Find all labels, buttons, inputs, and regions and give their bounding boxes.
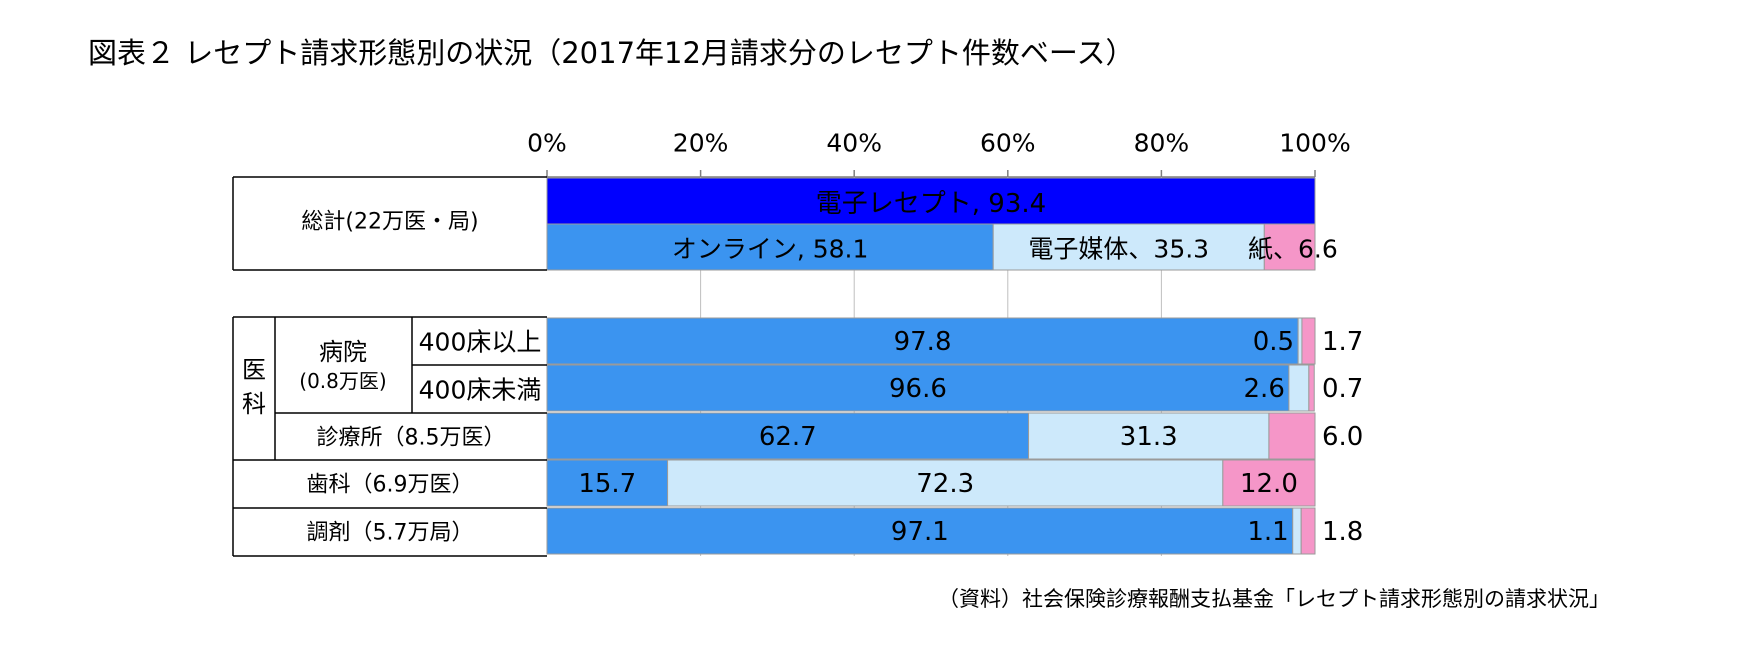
data-label: 12.0 — [1240, 469, 1298, 499]
bar-segment — [1268, 412, 1316, 460]
data-label: 紙、6.6 — [1248, 235, 1338, 264]
data-label: 15.7 — [578, 469, 636, 499]
data-label: 62.7 — [759, 422, 817, 452]
row-label: 総計(22万医・局) — [301, 210, 478, 235]
bar-segment — [546, 177, 1316, 225]
data-label: 電子媒体、35.3 — [1028, 235, 1209, 264]
chart-title: 図表２ レセプト請求形態別の状況（2017年12月請求分のレセプト件数ベース） — [88, 36, 1135, 70]
bar-segment — [1222, 459, 1316, 507]
data-label: オンライン, 58.1 — [672, 235, 869, 264]
bar-segment — [992, 223, 1265, 271]
x-tick-label: 60% — [980, 129, 1036, 158]
data-label: 31.3 — [1120, 422, 1178, 452]
x-tick-label: 20% — [673, 129, 729, 158]
x-tick-label: 100% — [1279, 129, 1350, 158]
data-label: 1.8 — [1322, 517, 1363, 547]
data-label: 0.7 — [1322, 374, 1363, 404]
row-label: 400床未満 — [419, 376, 542, 405]
sub-label: (0.8万医) — [299, 369, 386, 393]
x-tick-label: 80% — [1134, 129, 1190, 158]
data-label: 6.0 — [1322, 422, 1363, 452]
bar-segment — [1297, 317, 1303, 365]
bar-segment — [546, 412, 1030, 460]
bar-segment — [546, 364, 1290, 412]
data-label: 97.1 — [891, 517, 949, 547]
source-note: （資料）社会保険診療報酬支払基金「レセプト請求形態別の請求状況」 — [938, 587, 1610, 611]
row-label: 診療所（8.5万医） — [317, 426, 506, 451]
x-tick-label: 40% — [826, 129, 882, 158]
bar-segment — [1028, 412, 1270, 460]
data-label: 96.6 — [889, 374, 947, 404]
row-label: 歯科（6.9万医） — [307, 473, 474, 498]
bar-segment — [1308, 364, 1315, 412]
bar-segment — [1288, 364, 1310, 412]
data-label: 1.1 — [1247, 517, 1288, 547]
group-label: 科 — [242, 390, 266, 418]
data-label: 97.8 — [894, 327, 952, 357]
data-label: 電子レセプト, 93.4 — [816, 189, 1046, 219]
bar-segment — [546, 459, 669, 507]
data-label: 72.3 — [916, 469, 974, 499]
bar-segment — [667, 459, 1224, 507]
group-label: 医 — [242, 356, 266, 384]
sub-label: 病院 — [319, 338, 367, 366]
bar-segment — [1300, 507, 1316, 555]
data-label: 2.6 — [1244, 374, 1285, 404]
bar-segment — [1263, 223, 1316, 271]
row-label: 調剤（5.7万局） — [307, 521, 474, 546]
x-tick-label: 0% — [527, 129, 567, 158]
data-label: 1.7 — [1322, 327, 1363, 357]
data-label: 0.5 — [1253, 327, 1294, 357]
row-label: 400床以上 — [419, 328, 542, 357]
bar-segment — [1301, 317, 1316, 365]
bar-segment — [1292, 507, 1302, 555]
